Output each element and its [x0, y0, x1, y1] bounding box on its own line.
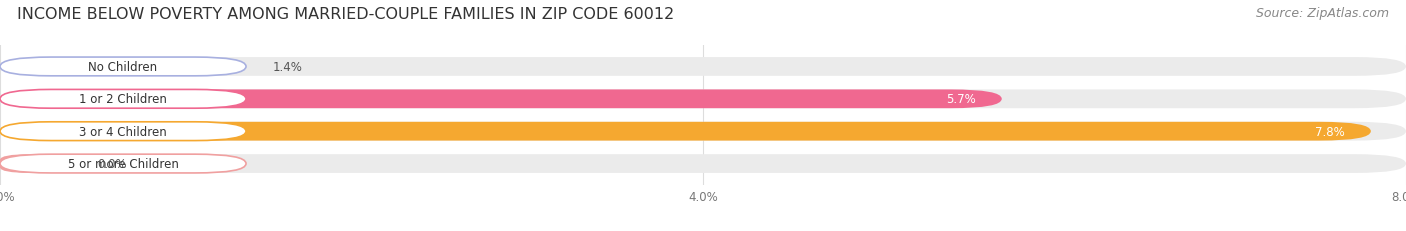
- Text: 3 or 4 Children: 3 or 4 Children: [79, 125, 167, 138]
- FancyBboxPatch shape: [0, 155, 1406, 173]
- FancyBboxPatch shape: [0, 155, 72, 173]
- Text: 1 or 2 Children: 1 or 2 Children: [79, 93, 167, 106]
- Text: 1.4%: 1.4%: [273, 61, 302, 74]
- Text: 7.8%: 7.8%: [1315, 125, 1344, 138]
- FancyBboxPatch shape: [0, 122, 1406, 141]
- FancyBboxPatch shape: [0, 90, 246, 109]
- FancyBboxPatch shape: [0, 90, 1406, 109]
- FancyBboxPatch shape: [0, 90, 1001, 109]
- FancyBboxPatch shape: [0, 58, 246, 76]
- FancyBboxPatch shape: [0, 122, 246, 141]
- FancyBboxPatch shape: [0, 58, 1406, 76]
- Text: Source: ZipAtlas.com: Source: ZipAtlas.com: [1256, 7, 1389, 20]
- Text: 0.0%: 0.0%: [97, 157, 128, 170]
- Text: 5.7%: 5.7%: [946, 93, 976, 106]
- Text: INCOME BELOW POVERTY AMONG MARRIED-COUPLE FAMILIES IN ZIP CODE 60012: INCOME BELOW POVERTY AMONG MARRIED-COUPL…: [17, 7, 673, 22]
- FancyBboxPatch shape: [0, 122, 1371, 141]
- FancyBboxPatch shape: [0, 58, 246, 76]
- Text: No Children: No Children: [89, 61, 157, 74]
- FancyBboxPatch shape: [0, 155, 246, 173]
- Text: 5 or more Children: 5 or more Children: [67, 157, 179, 170]
